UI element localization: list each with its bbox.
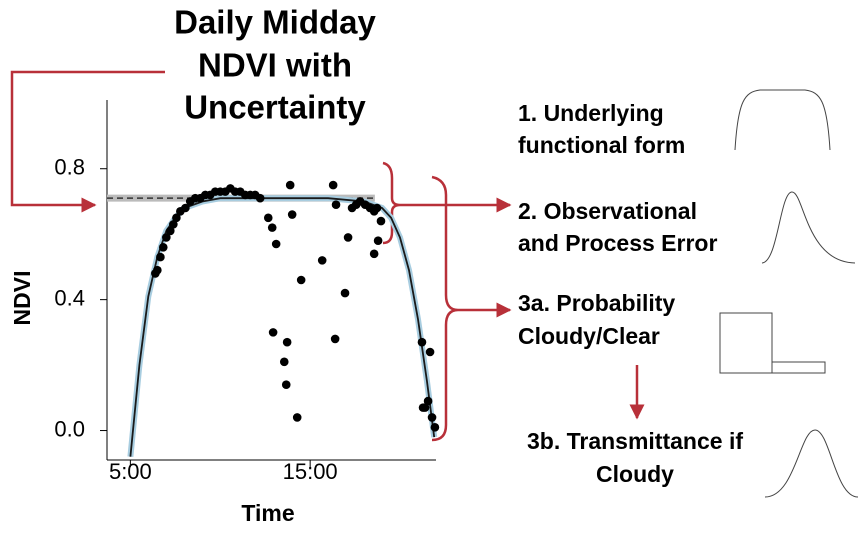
- annotation: and Process Error: [518, 230, 717, 256]
- annotation: 1. Underlying: [518, 100, 664, 126]
- annotation: functional form: [518, 132, 685, 158]
- point: [285, 180, 295, 190]
- icon-error-peak: [761, 191, 856, 264]
- point: [162, 233, 171, 242]
- curve-band: [127, 195, 438, 457]
- icon-bar-cloudy: [719, 312, 773, 374]
- point: [331, 200, 341, 210]
- point: [282, 337, 292, 347]
- icon-transmittance: [764, 429, 859, 498]
- title-line: Uncertainty: [184, 89, 366, 126]
- point: [330, 334, 340, 344]
- point: [343, 233, 353, 242]
- point: [340, 288, 350, 298]
- point: [158, 242, 168, 252]
- title-line: Daily Midday: [174, 4, 376, 41]
- point: [372, 203, 382, 213]
- point: [376, 216, 386, 226]
- point: [287, 210, 297, 219]
- point: [427, 413, 437, 422]
- x-tick-label: 5:00: [109, 459, 152, 484]
- annotation: Cloudy/Clear: [518, 323, 660, 349]
- point: [169, 220, 178, 229]
- y-tick-label: 0.0: [54, 416, 85, 441]
- point: [255, 193, 265, 203]
- point: [418, 403, 428, 412]
- point: [317, 256, 327, 265]
- point: [165, 226, 175, 236]
- point: [423, 396, 433, 406]
- x-axis-label: Time: [241, 500, 294, 526]
- point: [268, 328, 278, 337]
- icon-bar-clear: [771, 361, 826, 374]
- point: [369, 249, 379, 259]
- point: [267, 223, 277, 232]
- icon-functional-form: [734, 89, 831, 151]
- y-tick-label: 0.8: [54, 155, 85, 180]
- annotation: 2. Observational: [518, 198, 697, 224]
- point: [281, 380, 291, 390]
- x-tick-label: 15:00: [283, 459, 338, 484]
- point: [181, 203, 190, 213]
- title-arrow: [10, 70, 165, 213]
- large-brace: [431, 175, 459, 442]
- point: [172, 213, 181, 223]
- y-tick-label: 0.4: [54, 285, 85, 310]
- point: [279, 357, 289, 367]
- point: [373, 236, 383, 246]
- point: [296, 275, 306, 285]
- point: [156, 252, 165, 262]
- point: [430, 422, 440, 432]
- point: [263, 213, 273, 223]
- annotation: Cloudy: [596, 461, 674, 487]
- annotation: 3b. Transmittance if: [527, 428, 743, 454]
- point: [328, 180, 338, 190]
- point: [425, 347, 435, 357]
- point: [153, 265, 162, 275]
- annotation: 3a. Probability: [518, 290, 675, 316]
- curve: [129, 197, 436, 457]
- point: [271, 239, 281, 249]
- y-axis-label: NDVI: [9, 271, 35, 326]
- point: [417, 337, 427, 347]
- title-line: NDVI with: [198, 47, 352, 84]
- point: [292, 413, 302, 422]
- plot: 0.0 0.4 0.8 5:00 15:00: [54, 100, 440, 484]
